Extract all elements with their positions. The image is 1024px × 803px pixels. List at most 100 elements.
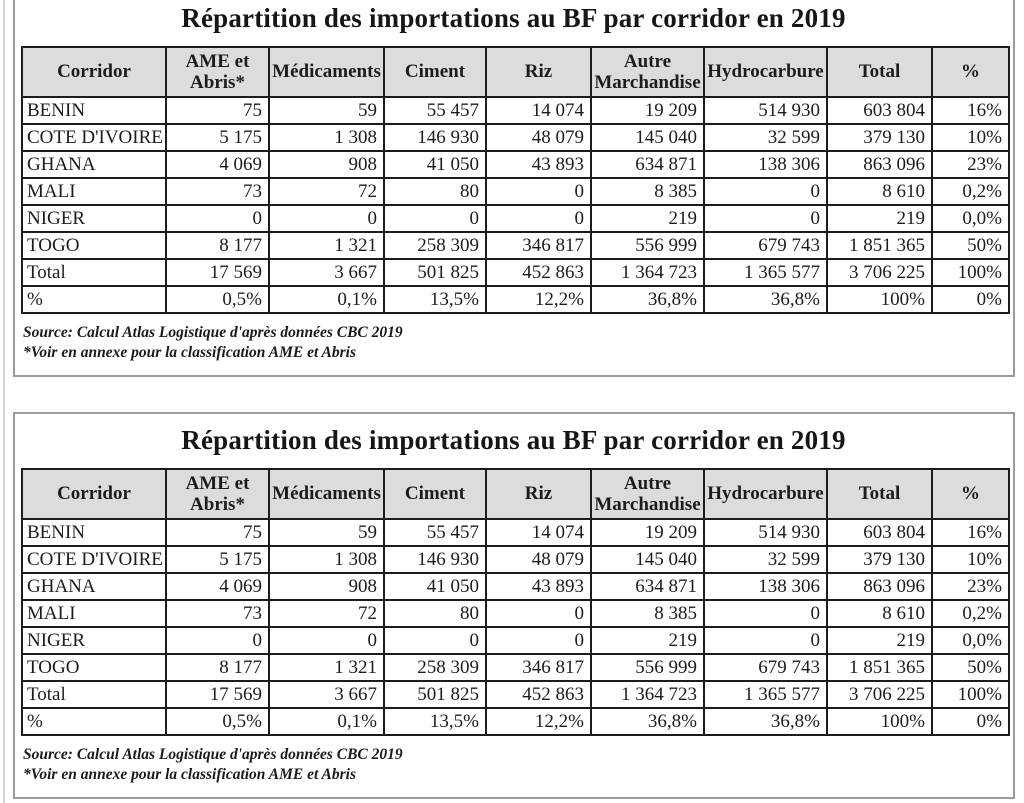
col-header-riz: Riz	[485, 46, 592, 98]
value-cell: 4 069	[165, 150, 270, 179]
col-header-riz: Riz	[485, 468, 592, 520]
value-cell: 23%	[931, 150, 1010, 179]
imports-table: Corridor AME et Abris* Médicaments Cimen…	[21, 46, 1010, 314]
col-header-medicaments: Médicaments	[268, 468, 385, 520]
col-header-ciment: Ciment	[383, 46, 487, 98]
row-label-cell: TOGO	[21, 653, 167, 682]
value-cell: 3 706 225	[826, 258, 933, 287]
col-header-ciment: Ciment	[383, 468, 487, 520]
value-cell: 1 851 365	[826, 653, 933, 682]
value-cell: 59	[268, 96, 385, 125]
value-cell: 0	[268, 626, 385, 655]
value-cell: 346 817	[485, 653, 592, 682]
value-cell: 452 863	[485, 258, 592, 287]
value-cell: 0	[703, 626, 828, 655]
value-cell: 14 074	[485, 96, 592, 125]
value-cell: 146 930	[383, 545, 487, 574]
value-cell: 0,1%	[268, 285, 385, 314]
value-cell: 0	[485, 599, 592, 628]
value-cell: 863 096	[826, 150, 933, 179]
header-row: Corridor AME et Abris* Médicaments Cimen…	[21, 468, 1010, 520]
source-note: Source: Calcul Atlas Logistique d'après …	[23, 323, 1007, 363]
value-cell: 219	[590, 204, 705, 233]
value-cell: 1 321	[268, 231, 385, 260]
value-cell: 19 209	[590, 96, 705, 125]
value-cell: 17 569	[165, 680, 270, 709]
value-cell: 138 306	[703, 572, 828, 601]
value-cell: 219	[590, 626, 705, 655]
value-cell: 1 308	[268, 545, 385, 574]
col-header-hydrocarbure: Hydrocarbure	[703, 46, 828, 98]
source-line: Source: Calcul Atlas Logistique d'après …	[23, 324, 403, 341]
value-cell: 1 365 577	[703, 680, 828, 709]
value-cell: 0%	[931, 707, 1010, 736]
table-row: NIGER 0 0 0 0 219 0 219 0,0%	[21, 626, 1010, 655]
value-cell: 556 999	[590, 231, 705, 260]
source-line: Source: Calcul Atlas Logistique d'après …	[23, 746, 403, 763]
row-label-cell: Total	[21, 258, 167, 287]
value-cell: 10%	[931, 545, 1010, 574]
value-cell: 145 040	[590, 123, 705, 152]
table-row: NIGER 0 0 0 0 219 0 219 0,0%	[21, 204, 1010, 233]
value-cell: 16%	[931, 518, 1010, 547]
value-cell: 23%	[931, 572, 1010, 601]
value-cell: 48 079	[485, 545, 592, 574]
value-cell: 41 050	[383, 572, 487, 601]
col-header-total: Total	[826, 468, 933, 520]
table-row: COTE D'IVOIRE 5 175 1 308 146 930 48 079 145 …	[21, 545, 1010, 574]
value-cell: 59	[268, 518, 385, 547]
col-header-autre-marchandise: Autre Marchandise	[590, 468, 705, 520]
import-table-section-top: Répartition des importations au BF par c…	[13, 0, 1015, 377]
row-label-cell: GHANA	[21, 150, 167, 179]
value-cell: 12,2%	[485, 707, 592, 736]
row-label-cell: MALI	[21, 177, 167, 206]
value-cell: 0	[703, 177, 828, 206]
value-cell: 146 930	[383, 123, 487, 152]
value-cell: 219	[826, 204, 933, 233]
table-body: BENIN 75 59 55 457 14 074 19 209 514 930 603 80…	[21, 518, 1010, 736]
value-cell: 36,8%	[703, 707, 828, 736]
value-cell: 1 851 365	[826, 231, 933, 260]
value-cell: 75	[165, 518, 270, 547]
value-cell: 43 893	[485, 572, 592, 601]
value-cell: 908	[268, 150, 385, 179]
value-cell: 0	[485, 626, 592, 655]
value-cell: 0,5%	[165, 285, 270, 314]
row-label-cell: NIGER	[21, 204, 167, 233]
value-cell: 14 074	[485, 518, 592, 547]
value-cell: 1 364 723	[590, 258, 705, 287]
page-edge-line	[3, 0, 5, 803]
row-label-cell: %	[21, 285, 167, 314]
imports-table: Corridor AME et Abris* Médicaments Cimen…	[21, 468, 1010, 736]
value-cell: 346 817	[485, 231, 592, 260]
value-cell: 5 175	[165, 123, 270, 152]
value-cell: 10%	[931, 123, 1010, 152]
value-cell: 8 177	[165, 653, 270, 682]
value-cell: 48 079	[485, 123, 592, 152]
table-row: % 0,5% 0,1% 13,5% 12,2% 36,8% 36,8% 100% 0%	[21, 285, 1010, 314]
value-cell: 679 743	[703, 231, 828, 260]
row-label-cell: BENIN	[21, 518, 167, 547]
table-row: COTE D'IVOIRE 5 175 1 308 146 930 48 079 145 …	[21, 123, 1010, 152]
value-cell: 634 871	[590, 150, 705, 179]
col-header-medicaments: Médicaments	[268, 46, 385, 98]
col-header-hydrocarbure: Hydrocarbure	[703, 468, 828, 520]
col-header-ame-abris: AME et Abris*	[165, 468, 270, 520]
row-label-cell: GHANA	[21, 572, 167, 601]
value-cell: 603 804	[826, 518, 933, 547]
table-row: GHANA 4 069 908 41 050 43 893 634 871 138 306 8…	[21, 572, 1010, 601]
col-header-corridor: Corridor	[21, 468, 167, 520]
value-cell: 36,8%	[590, 707, 705, 736]
annex-note-line: *Voir en annexe pour la classification A…	[23, 343, 357, 361]
value-cell: 43 893	[485, 150, 592, 179]
row-label-cell: %	[21, 707, 167, 736]
row-label-cell: MALI	[21, 599, 167, 628]
value-cell: 55 457	[383, 518, 487, 547]
value-cell: 100%	[931, 258, 1010, 287]
table-body: BENIN 75 59 55 457 14 074 19 209 514 930 603 80…	[21, 96, 1010, 314]
value-cell: 36,8%	[590, 285, 705, 314]
table-title: Répartition des importations au BF par c…	[181, 425, 846, 455]
value-cell: 13,5%	[383, 707, 487, 736]
value-cell: 72	[268, 599, 385, 628]
value-cell: 0,0%	[931, 626, 1010, 655]
